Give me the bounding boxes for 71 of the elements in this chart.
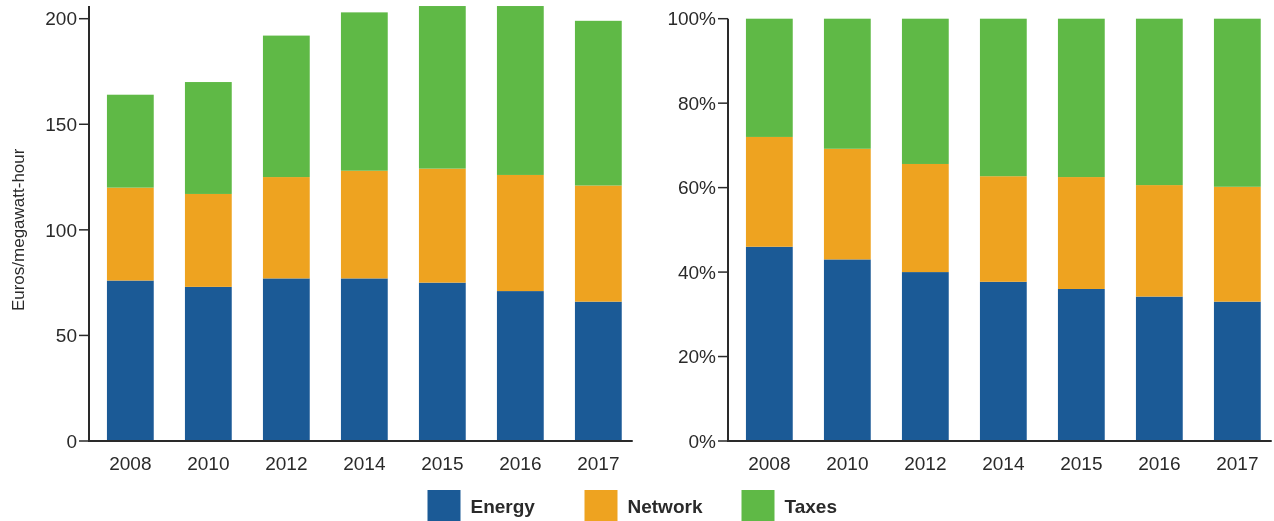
bar (823, 259, 871, 441)
bar (340, 278, 388, 441)
bar (418, 168, 466, 283)
bar (262, 278, 310, 441)
y-tick-label: 0% (688, 430, 717, 452)
y-tick-label: 40% (677, 261, 717, 283)
y-tick-label: 150 (45, 113, 77, 135)
x-tick-label: 2014 (982, 453, 1025, 474)
bar (745, 136, 793, 247)
legend-label: Energy (470, 495, 536, 517)
bar (184, 286, 232, 441)
bar (496, 174, 544, 292)
legend-label: Network (627, 495, 703, 517)
bar (418, 282, 466, 441)
x-tick-label: 2016 (499, 453, 542, 474)
bar (574, 185, 622, 302)
bar (340, 12, 388, 171)
y-tick-label: 60% (677, 177, 717, 199)
x-tick-label: 2012 (904, 453, 947, 474)
bar (901, 163, 949, 273)
y-tick-label: 80% (677, 92, 717, 114)
bar (574, 20, 622, 186)
x-tick-label: 2017 (577, 453, 620, 474)
x-tick-label: 2010 (187, 453, 230, 474)
bar (1213, 18, 1261, 187)
y-axis-title: Euros/megawatt-hour (8, 148, 28, 312)
bar (745, 18, 793, 137)
x-tick-label: 2010 (826, 453, 869, 474)
bar (901, 272, 949, 441)
bar (979, 18, 1027, 177)
x-tick-label: 2016 (1138, 453, 1181, 474)
x-tick-label: 2008 (109, 453, 152, 474)
x-tick-label: 2012 (265, 453, 308, 474)
y-tick-label: 100% (667, 8, 717, 30)
x-tick-label: 2014 (343, 453, 386, 474)
x-tick-label: 2008 (748, 453, 791, 474)
bar (574, 301, 622, 441)
bar (1213, 301, 1261, 441)
bar (262, 177, 310, 279)
x-tick-label: 2015 (421, 453, 464, 474)
bar (745, 246, 793, 441)
bar (823, 148, 871, 260)
bar (184, 193, 232, 287)
bar (184, 82, 232, 194)
bar (1135, 296, 1183, 441)
y-tick-label: 100 (45, 219, 77, 241)
bar (106, 94, 154, 188)
bar (1213, 186, 1261, 302)
bar (1057, 177, 1105, 289)
bar (901, 18, 949, 164)
legend-label: Taxes (784, 495, 837, 517)
bar (1057, 288, 1105, 441)
bar (1057, 18, 1105, 178)
bar (418, 6, 466, 169)
bar (262, 35, 310, 178)
y-tick-label: 0 (66, 430, 77, 452)
y-tick-label: 200 (45, 8, 77, 30)
bar (1135, 185, 1183, 297)
x-tick-label: 2017 (1216, 453, 1259, 474)
bar (496, 291, 544, 441)
bar (979, 176, 1027, 282)
bar (106, 187, 154, 281)
bar (1135, 18, 1183, 186)
y-tick-label: 50 (55, 325, 77, 347)
x-tick-label: 2015 (1060, 453, 1103, 474)
bar (340, 170, 388, 279)
y-tick-label: 20% (677, 346, 717, 368)
bar (496, 6, 544, 175)
bar (106, 280, 154, 441)
bar (823, 18, 871, 149)
bar (979, 281, 1027, 441)
